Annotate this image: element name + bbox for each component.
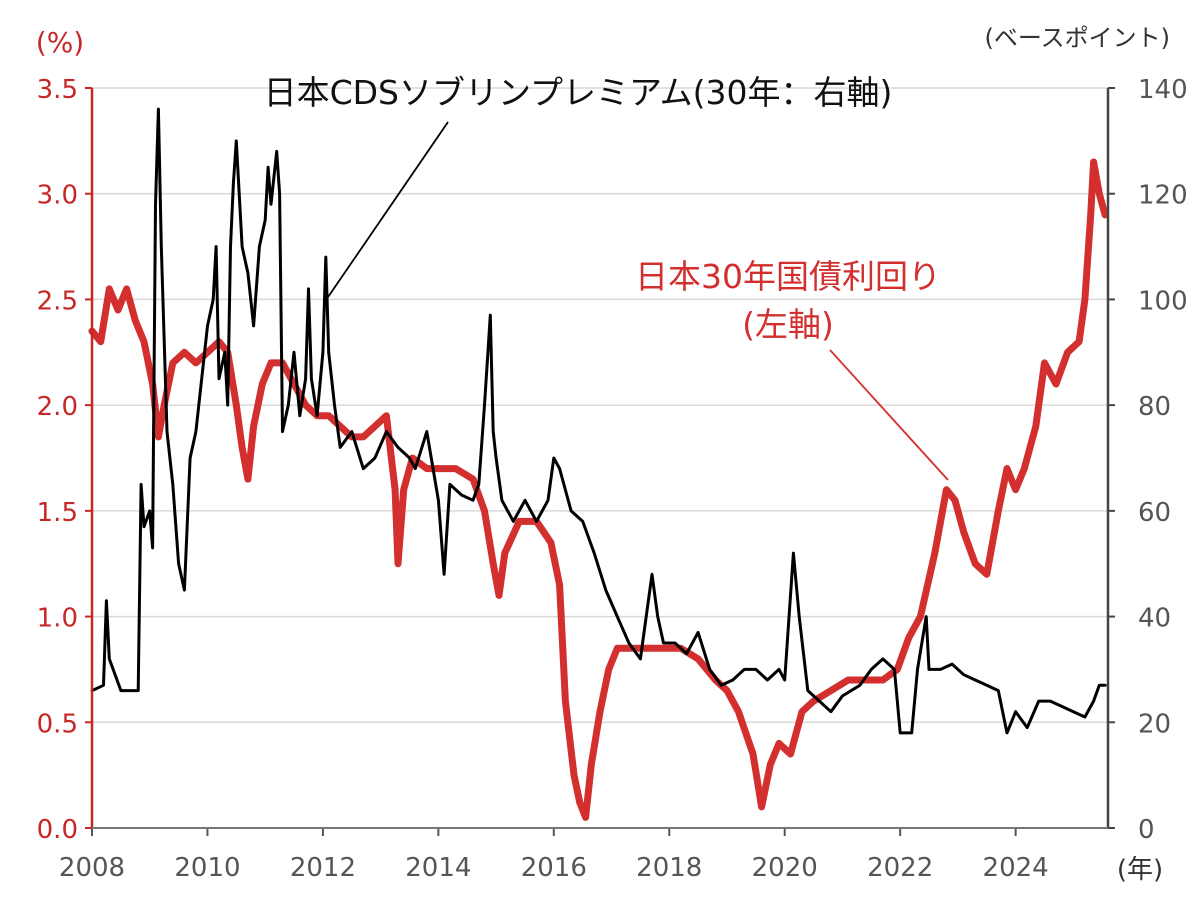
cds-premium-line [90, 107, 1107, 735]
jgb30-yield-line [88, 158, 1109, 821]
right-tick-label: 100 [1138, 286, 1188, 316]
jgb-annotation-label-line2: (左軸) [742, 305, 834, 344]
x-tick-label: 2012 [290, 853, 356, 883]
cds-annotation-pointer [325, 121, 449, 301]
gridlines [92, 87, 1108, 724]
tick-labels: 0.0 0.5 1.0 1.5 2.0 2.5 3.0 3.5 0 20 40 60 80 100 120 1… [37, 75, 1188, 883]
x-tick-label: 2020 [752, 853, 818, 883]
left-tick-label: 3.5 [37, 75, 78, 105]
right-tick-label: 20 [1138, 709, 1171, 739]
series-layer [88, 107, 1109, 821]
left-tick-label: 1.5 [37, 498, 78, 528]
left-tick-label: 3.0 [37, 181, 78, 211]
x-tick-label: 2018 [636, 853, 702, 883]
right-tick-label: 0 [1138, 815, 1155, 845]
jgb-annotation-label-line1: 日本30年国債利回り [635, 257, 941, 296]
x-tick-label: 2024 [983, 853, 1049, 883]
right-tick-label: 40 [1138, 604, 1171, 634]
left-tick-label: 2.0 [37, 392, 78, 422]
x-tick-label: 2008 [59, 853, 125, 883]
x-tick-label: 2010 [174, 853, 240, 883]
x-axis-unit-label: (年) [1117, 855, 1163, 885]
cds-annotation-label: 日本CDSソブリンプレミアム(30年：右軸) [264, 73, 893, 112]
right-tick-label: 80 [1138, 392, 1171, 422]
x-tick-label: 2022 [867, 853, 933, 883]
left-tick-label: 2.5 [37, 286, 78, 316]
axes [85, 87, 1115, 836]
right-tick-label: 60 [1138, 498, 1171, 528]
right-tick-label: 120 [1138, 181, 1188, 211]
x-tick-label: 2016 [521, 853, 587, 883]
left-tick-label: 1.0 [37, 604, 78, 634]
left-tick-label: 0.5 [37, 709, 78, 739]
jgb-annotation-pointer [829, 349, 949, 481]
x-tick-label: 2014 [405, 853, 471, 883]
left-tick-label: 0.0 [37, 815, 78, 845]
left-axis-unit-label: (%) [36, 26, 84, 59]
right-axis-unit-label: (ベースポイント) [984, 24, 1170, 52]
right-tick-label: 140 [1138, 75, 1188, 105]
